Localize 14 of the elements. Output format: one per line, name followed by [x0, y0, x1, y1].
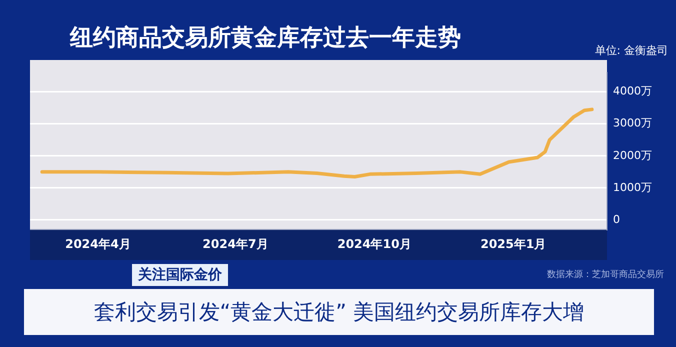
source-note: 数据来源：芝加哥商品交易所 [547, 268, 664, 281]
y-axis-title: 单位: 金衡盎司 [594, 44, 668, 57]
chart-title: 纽约商品交易所黄金库存过去一年走势 [70, 24, 461, 53]
y-tick-label: 0 [613, 212, 620, 226]
text: 套利交易引发“黄金大迁徙” 美国纽约交易所库存大增 [24, 289, 654, 335]
x-tick-label: 2024年4月 [65, 236, 131, 251]
x-tick-label: 2024年10月 [337, 236, 412, 251]
text: 关注国际金价 [132, 264, 228, 286]
y-tick-label: 1000万 [613, 180, 652, 194]
x-tick-label: 2025年1月 [480, 236, 546, 251]
y-tick-label: 4000万 [613, 84, 652, 98]
y-tick-label: 3000万 [613, 116, 652, 130]
y-tick-label: 2000万 [613, 148, 652, 162]
x-tick-label: 2024年7月 [202, 236, 268, 251]
